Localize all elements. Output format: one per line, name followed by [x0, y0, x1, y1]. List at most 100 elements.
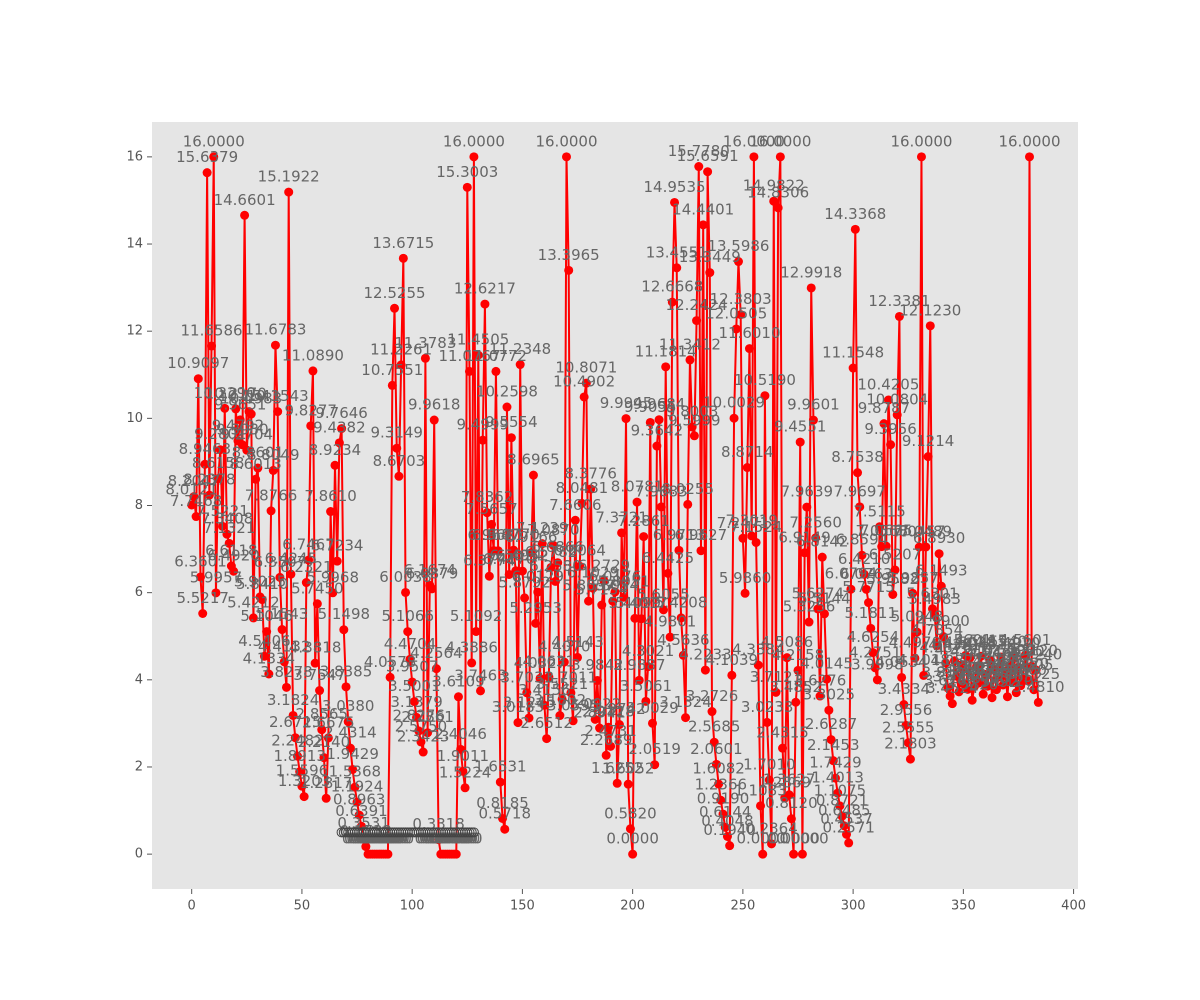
data-point	[586, 484, 596, 494]
data-point	[603, 722, 613, 732]
data-label: 6.8594	[836, 531, 889, 549]
data-point	[575, 561, 585, 571]
data-label: 10.5190	[734, 371, 796, 389]
data-label: 3.9110	[937, 659, 990, 677]
data-label: 3.7052	[990, 668, 1043, 686]
data-label: 6.9149	[778, 528, 831, 546]
data-label: 4.3391	[935, 641, 988, 659]
data-label: 9.4999	[456, 416, 509, 434]
data-point	[218, 521, 228, 531]
data-label: 6.7467	[282, 536, 335, 554]
data-label: 7.9639	[781, 483, 834, 501]
data-label: 3.4810	[1012, 678, 1065, 696]
data-point	[654, 415, 664, 425]
data-point	[786, 814, 796, 824]
data-label: 4.5636	[657, 631, 710, 649]
data-label: 3.9805	[1001, 656, 1054, 674]
data-label: 6.0129	[512, 568, 565, 586]
data-label: 1.5596	[276, 762, 329, 780]
data-point	[597, 600, 607, 610]
data-label: 0.0000	[776, 830, 829, 848]
data-label: 5.4212	[227, 593, 280, 611]
data-label: 14.9822	[743, 177, 805, 195]
data-label: 7.0457	[893, 523, 946, 541]
data-point	[718, 809, 728, 819]
data-point	[595, 723, 605, 733]
data-point	[698, 220, 708, 230]
data-label: 9.9618	[408, 396, 461, 414]
data-label: 3.8278	[260, 663, 313, 681]
data-point	[619, 592, 629, 602]
data-label: 7.5115	[853, 502, 906, 520]
data-label: 2.5750	[395, 717, 448, 735]
data-point	[652, 441, 662, 451]
data-label: 8.0481	[556, 479, 609, 497]
data-point	[881, 541, 891, 551]
data-label: 5.6274	[792, 584, 845, 602]
data-point	[769, 196, 779, 206]
data-label: 4.4920	[988, 634, 1041, 652]
data-point	[495, 777, 505, 787]
data-point	[639, 532, 649, 542]
data-point	[936, 581, 946, 591]
data-label: 2.2689	[580, 731, 633, 749]
data-label: 13.4551	[646, 243, 708, 261]
data-label: 6.0763	[840, 565, 893, 583]
data-point	[685, 355, 695, 365]
data-point	[930, 610, 940, 620]
data-label: 2.4731	[584, 722, 637, 740]
data-label: 7.6606	[549, 496, 602, 514]
data-point	[641, 696, 651, 706]
data-point	[405, 654, 415, 664]
data-label: 8.0255	[662, 480, 715, 498]
data-label: 5.8057	[562, 577, 615, 595]
data-point	[1016, 681, 1026, 691]
data-label: 4.3876	[919, 638, 972, 656]
data-point	[705, 268, 715, 278]
data-label: 16.0000	[749, 132, 811, 150]
data-point	[833, 788, 843, 798]
data-label: 8.6965	[507, 451, 560, 469]
data-point	[910, 653, 920, 663]
y-tick-label: 12	[126, 324, 143, 339]
data-point	[468, 827, 479, 838]
data-label: 5.1046	[240, 607, 293, 625]
data-point	[952, 671, 962, 681]
data-point	[434, 835, 444, 845]
data-point	[923, 452, 933, 462]
data-point	[509, 545, 519, 555]
data-label: 1.1924	[331, 778, 384, 796]
data-label: 15.1922	[258, 168, 320, 186]
data-point	[266, 506, 276, 516]
data-label: 8.7538	[831, 448, 884, 466]
data-label: 5.4099	[609, 594, 662, 612]
data-point	[689, 431, 699, 441]
data-point	[875, 522, 885, 532]
data-label: 5.1498	[318, 605, 371, 623]
data-point	[1002, 692, 1012, 702]
data-point	[537, 539, 547, 549]
data-point	[528, 470, 538, 480]
data-point	[725, 841, 735, 851]
data-point	[943, 683, 953, 693]
data-point	[418, 747, 428, 757]
data-label: 5.4208	[655, 593, 708, 611]
data-label: 1.5368	[329, 763, 382, 781]
data-point	[727, 670, 737, 680]
data-point	[819, 609, 829, 619]
data-label: 0.9190	[697, 790, 750, 808]
data-label: 4.7854	[911, 621, 964, 639]
data-point	[546, 562, 556, 572]
data-point	[526, 548, 536, 558]
data-label: 11.3412	[659, 335, 721, 353]
data-label: 7.5657	[465, 500, 518, 518]
data-label: 11.1814	[635, 342, 697, 360]
x-tick-label: 50	[294, 899, 311, 914]
data-point	[462, 827, 473, 838]
data-label: 4.0631	[523, 653, 576, 671]
data-label: 7.8610	[304, 487, 357, 505]
data-label: 8.2047	[168, 472, 221, 490]
x-tick-label: 150	[510, 899, 535, 914]
data-label: 3.4156	[518, 681, 571, 699]
